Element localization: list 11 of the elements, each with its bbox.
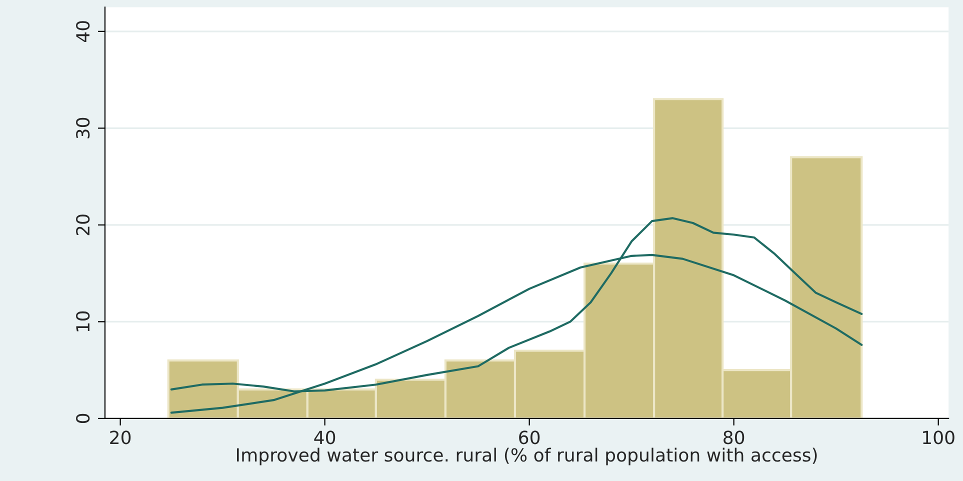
y-tick-label: 0 — [76, 414, 90, 424]
y-tick-label: 10 — [76, 311, 90, 332]
x-tick-label: 100 — [923, 430, 954, 444]
x-axis-title: Improved water source. rural (% of rural population with access) — [236, 448, 817, 466]
y-tick-label: 20 — [76, 214, 90, 236]
x-tick-label: 40 — [314, 430, 336, 444]
x-tick-label: 80 — [724, 430, 744, 444]
y-tick-label: 30 — [76, 118, 90, 138]
x-tick-label: 20 — [110, 430, 131, 444]
x-tick-label: 60 — [519, 430, 540, 444]
y-tick-label: 40 — [76, 21, 90, 42]
